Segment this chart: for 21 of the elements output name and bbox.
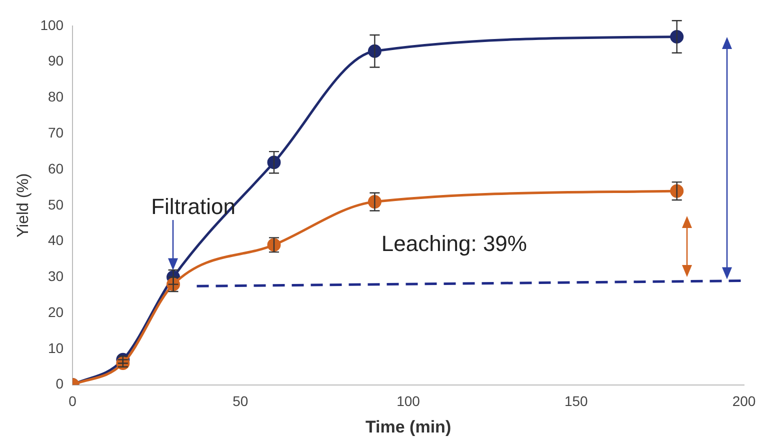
annotation: Filtration [151,194,236,220]
x-tick-label: 100 [396,393,420,410]
y-tick-label: 30 [48,268,64,284]
y-tick-label: 70 [48,124,64,140]
x-tick-label: 0 [68,393,77,410]
x-tick-label: 50 [232,393,248,410]
y-tick-label: 80 [48,88,64,105]
y-axis-title: Yield (%) [15,173,32,238]
annotation: Leaching: 39% [381,230,527,256]
y-tick-label: 50 [48,196,64,212]
y-tick-label: 90 [48,52,64,69]
x-axis-title: Time (min) [365,417,452,436]
y-tick-label: 0 [56,376,64,392]
y-tick-label: 40 [48,232,64,248]
y-tick-label: 60 [48,160,64,176]
y-tick-label: 10 [48,340,64,356]
x-tick-label: 150 [564,393,588,410]
y-tick-label: 20 [48,304,64,320]
y-tick-label: 100 [40,16,64,33]
x-tick-label: 200 [732,393,756,410]
point [116,356,130,370]
